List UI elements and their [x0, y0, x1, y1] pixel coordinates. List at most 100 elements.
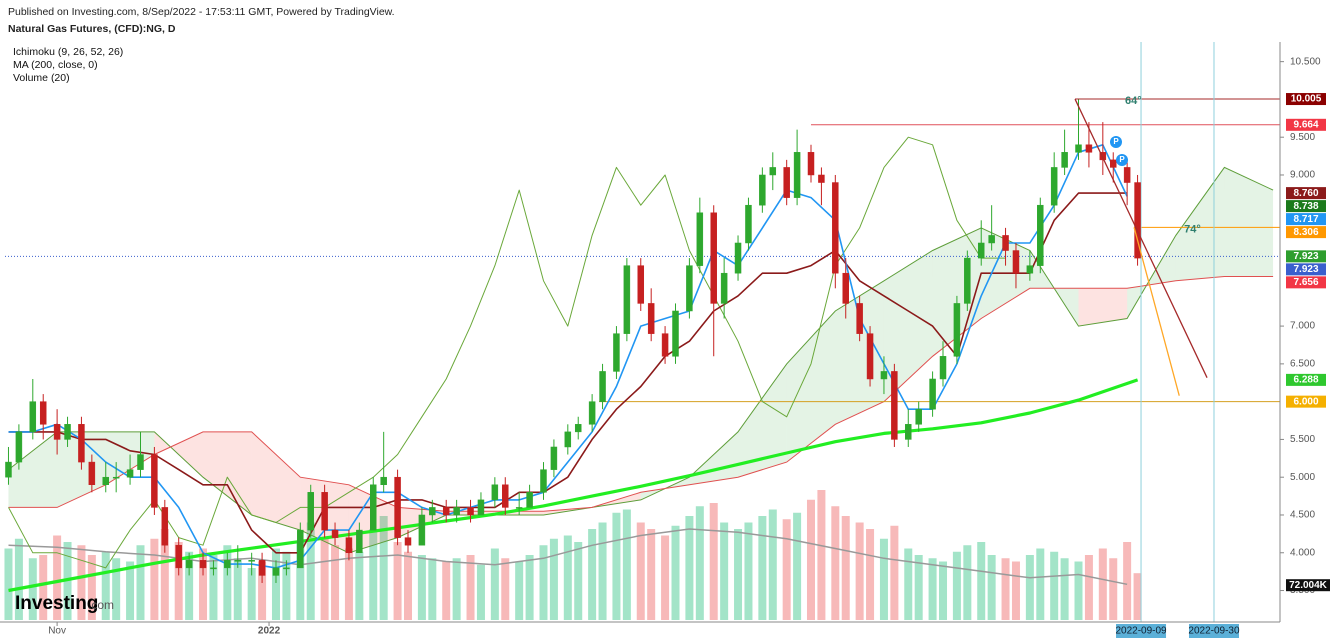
- candle-body: [112, 476, 120, 479]
- volume-bar: [442, 561, 451, 620]
- price-label-box: [1286, 93, 1326, 106]
- candle-body: [734, 242, 742, 274]
- volume-bar: [87, 555, 96, 620]
- volume-bar: [247, 568, 256, 620]
- indicator-line: [8, 378, 1139, 593]
- candle-body: [102, 476, 109, 486]
- cloud-fill: [689, 431, 739, 485]
- y-tick-label: 4.500: [1290, 510, 1315, 521]
- volume-bar: [403, 551, 412, 620]
- pattern-icon: [1110, 136, 1122, 148]
- volume-bar: [879, 538, 888, 620]
- candle-body: [151, 454, 158, 508]
- volume-bar: [539, 545, 548, 620]
- volume-bar: [734, 529, 743, 620]
- candle-body: [1099, 152, 1107, 161]
- candle-body: [234, 560, 242, 562]
- candle-body: [1002, 235, 1009, 251]
- candle-body: [793, 152, 801, 198]
- volume-bar: [417, 555, 426, 620]
- candle-body: [574, 424, 582, 433]
- volume-bar: [866, 529, 875, 620]
- cloud-line: [8, 166, 1274, 554]
- volume-bar: [709, 503, 718, 620]
- volume-bar: [782, 519, 791, 620]
- candle-body: [891, 371, 898, 440]
- candle-body: [175, 544, 182, 569]
- candle-body: [769, 167, 777, 176]
- volume-bar: [1050, 551, 1059, 620]
- indicator-label: Ichimoku (9, 26, 52, 26): [13, 46, 123, 58]
- volume-bar: [563, 535, 572, 620]
- volume-bar: [452, 558, 461, 620]
- price-label: 7.923: [1293, 251, 1318, 262]
- pattern-icon-text: P: [1119, 155, 1125, 164]
- volume-bar: [199, 548, 208, 620]
- y-tick-label: 9.000: [1290, 170, 1315, 181]
- volume-bar: [525, 555, 534, 620]
- cloud-fill: [251, 431, 301, 531]
- volume-bar: [379, 516, 388, 620]
- volume-bar: [1109, 558, 1118, 620]
- volume-bar: [174, 542, 183, 620]
- candle-body: [394, 476, 401, 538]
- volume-bar: [282, 551, 291, 620]
- candle-body: [856, 303, 863, 334]
- published-note: Published on Investing.com, 8/Sep/2022 -…: [8, 6, 395, 18]
- volume-bar: [647, 529, 656, 620]
- candle-body: [647, 303, 655, 334]
- volume-bar: [758, 516, 767, 620]
- candle-body: [686, 265, 693, 312]
- volume-bar: [369, 529, 378, 620]
- price-label-box: [1286, 373, 1326, 386]
- candle-body: [137, 454, 144, 470]
- candle-body: [1075, 144, 1082, 153]
- candle-body: [832, 182, 839, 274]
- volume-bar: [223, 545, 232, 620]
- volume-bar: [501, 558, 510, 620]
- pattern-icon-text: P: [1113, 137, 1119, 146]
- candle-body: [1085, 144, 1093, 153]
- candle-body: [64, 424, 71, 440]
- candle-body: [953, 303, 961, 357]
- volume-bar: [793, 512, 802, 620]
- volume-bar: [574, 542, 583, 620]
- candle-body: [696, 212, 704, 266]
- date-label: 2022-09-09: [1115, 626, 1167, 637]
- price-label-box: [1286, 276, 1326, 289]
- volume-bar: [4, 548, 13, 620]
- volume-bar: [39, 555, 48, 620]
- indicator-line: [8, 144, 1128, 569]
- y-tick-label: 4.000: [1290, 547, 1315, 558]
- candle-body: [550, 446, 558, 470]
- candle-body: [1012, 250, 1020, 274]
- candle-body: [161, 507, 169, 546]
- volume-bar: [685, 516, 694, 620]
- volume-bar: [185, 551, 194, 620]
- symbol-title: Natural Gas Futures, (CFD):NG, D: [8, 23, 176, 35]
- candle-body: [442, 507, 450, 516]
- price-label-box: [1286, 226, 1326, 239]
- candle-body: [370, 484, 377, 531]
- candle-body: [905, 424, 912, 440]
- candle-body: [939, 356, 947, 380]
- candle-body: [39, 401, 47, 425]
- volume-bar: [271, 548, 280, 620]
- candle-body: [613, 333, 620, 372]
- volume-bar: [355, 551, 364, 620]
- candle-body: [5, 461, 12, 478]
- volume-bar: [101, 551, 110, 620]
- cloud-fill: [835, 280, 884, 425]
- volume-bar: [466, 555, 475, 620]
- angle-label: 64°: [1125, 95, 1142, 107]
- candle-body: [283, 567, 290, 570]
- candle-body: [929, 378, 936, 410]
- volume-bar: [126, 561, 135, 620]
- logo-brand: Investing: [15, 593, 98, 614]
- volume-bar: [695, 506, 704, 620]
- x-tick-label: Nov: [48, 626, 66, 637]
- candle-body: [540, 469, 547, 493]
- price-label-box: [1286, 118, 1326, 131]
- candle-body: [297, 529, 304, 569]
- candle-body: [53, 424, 61, 440]
